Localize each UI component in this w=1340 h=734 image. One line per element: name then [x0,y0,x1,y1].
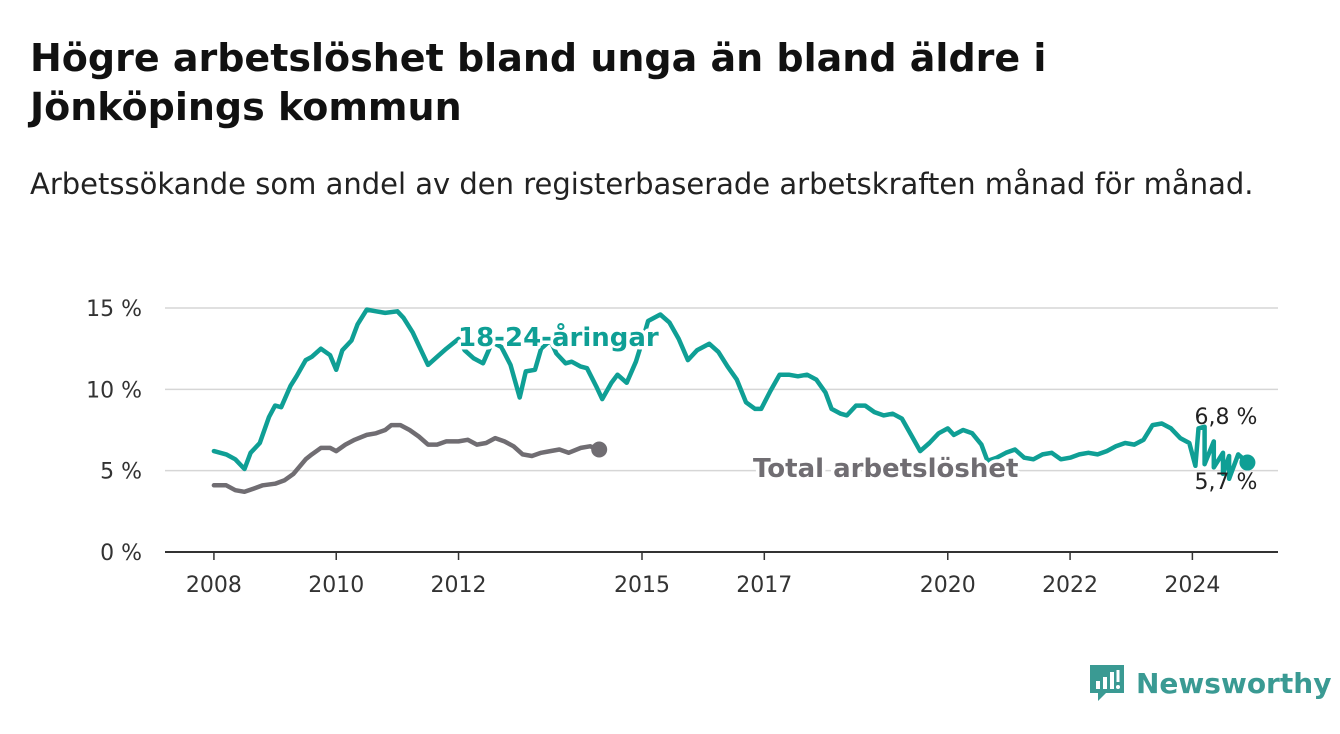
y-tick-label: 0 % [100,541,142,566]
x-axis-tick-labels: 2008 2010 2012 2015 2017 2020 2022 2024 [186,552,1220,598]
end-label-youth: 6,8 % [1195,405,1258,430]
y-tick-label: 10 % [86,378,142,403]
chart-title: Högre arbetslöshet bland unga än bland ä… [30,36,1047,129]
series-line-youth [211,307,1250,482]
y-tick-label: 15 % [86,297,142,322]
end-point-total [591,441,608,458]
y-axis-tick-labels: 0 % 5 % 10 % 15 % [86,297,142,566]
series-label-youth: 18-24-åringar [458,321,659,353]
x-tick-label: 2024 [1164,573,1220,598]
gridlines [165,307,1278,553]
x-tick-label: 2017 [736,573,792,598]
series-line-total [211,422,602,495]
x-tick-label: 2015 [614,573,670,598]
x-tick-label: 2020 [920,573,976,598]
series-lines [211,307,1256,495]
x-tick-label: 2012 [431,573,487,598]
x-tick-label: 2008 [186,573,242,598]
chart-subtitle: Arbetssökande som andel av den registerb… [30,167,1254,201]
x-tick-label: 2010 [308,573,364,598]
x-tick-label: 2022 [1042,573,1098,598]
end-label-total: 5,7 % [1195,470,1258,495]
newsworthy-bar-chart-icon [1090,665,1124,701]
brand-name: Newsworthy [1136,666,1332,700]
brand-logo: Newsworthy [1088,660,1331,706]
series-labels: 18-24-åringar Total arbetslöshet 6,8 % 5,7 … [455,318,1258,496]
series-label-total: Total arbetslöshet [753,454,1018,484]
y-tick-label: 5 % [100,460,142,485]
end-point-youth [1239,454,1256,471]
